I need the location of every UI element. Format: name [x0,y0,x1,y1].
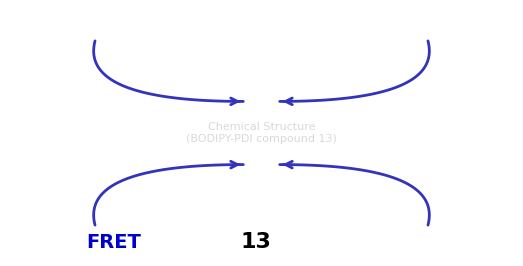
Text: 13: 13 [241,232,272,252]
Text: FRET: FRET [86,233,141,252]
Text: Chemical Structure
(BODIPY-PDI compound 13): Chemical Structure (BODIPY-PDI compound … [186,122,337,144]
